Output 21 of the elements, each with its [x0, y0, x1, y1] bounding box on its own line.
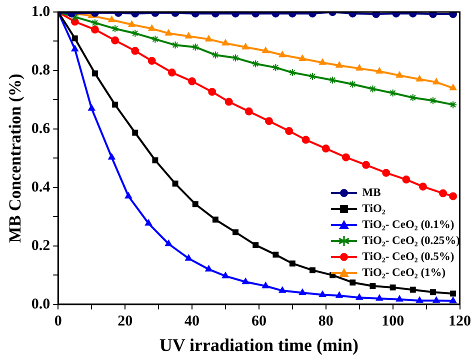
- legend-label: TiO₂- CeO₂ (0.1%): [362, 218, 454, 233]
- y-tick-label: 0.6: [31, 120, 51, 137]
- y-tick-label: 0.0: [31, 296, 50, 312]
- legend-label: TiO₂- CeO₂ (0.25%): [362, 234, 460, 249]
- x-tick-label: 100: [382, 313, 404, 330]
- x-tick-label: 80: [318, 313, 334, 330]
- y-tick-label: 0.2: [31, 238, 50, 254]
- legend-label: TiO₂- CeO₂ (1%): [362, 266, 446, 281]
- y-tick-label: 0.8: [31, 62, 50, 78]
- x-tick-label: 20: [118, 313, 133, 330]
- x-tick-label: 120: [448, 313, 471, 330]
- legend-label: MB: [362, 186, 381, 201]
- y-tick-label: 0.4: [31, 179, 51, 196]
- x-tick-label: 0: [54, 313, 62, 330]
- legend-label: TiO₂- CeO₂ (0.5%): [362, 250, 454, 265]
- y-tick-label: 1.0: [31, 4, 50, 20]
- x-tick-label: 60: [251, 313, 266, 330]
- x-tick-label: 40: [184, 313, 200, 330]
- x-axis-title: UV irradiation time (min): [159, 334, 359, 355]
- y-axis-title: MB Concentration (%): [6, 74, 25, 243]
- legend-label: TiO₂: [362, 202, 386, 217]
